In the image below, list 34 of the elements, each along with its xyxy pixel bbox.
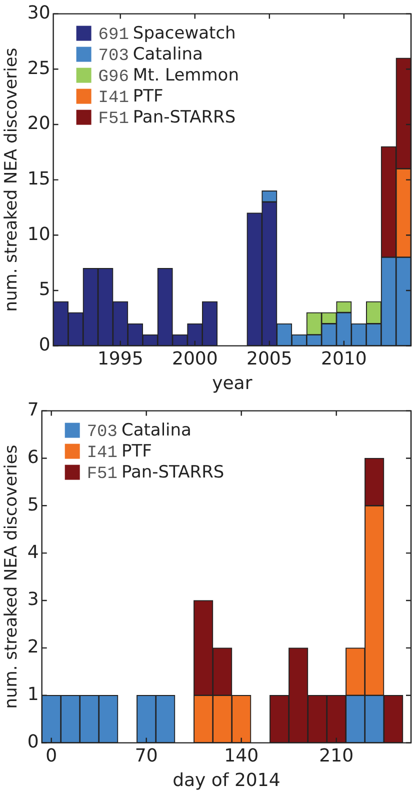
x-axis-title: day of 2014 (172, 770, 280, 791)
y-tick-label: 1 (27, 684, 39, 706)
x-tick-label: 1995 (97, 348, 144, 370)
x-tick-label: 210 (319, 745, 354, 766)
x-tick-label: 2000 (172, 348, 218, 370)
y-tick-label: 5 (38, 279, 50, 300)
legend-label: I41 PTF (86, 442, 152, 463)
y-tick-label: 5 (27, 494, 39, 516)
y-tick-label: 0 (27, 731, 39, 752)
legend-label: 703 Catalina (98, 44, 203, 66)
legend-label: 691 Spacewatch (98, 24, 236, 45)
x-tick-label: 70 (134, 745, 158, 766)
legend-label: F51 Pan-STARRS (86, 462, 224, 484)
legend-label: I41 PTF (98, 86, 164, 108)
y-tick-label: 10 (27, 224, 50, 245)
legend-label: G96 Mt. Lemmon (98, 66, 239, 87)
y-tick-label: 0 (38, 334, 50, 356)
legend-label: F51 Pan-STARRS (98, 108, 236, 129)
y-tick-label: 15 (27, 168, 50, 190)
y-tick-label: 30 (27, 2, 50, 24)
y-tick-label: 4 (27, 542, 39, 563)
y-tick-label: 6 (27, 446, 39, 468)
x-tick-label: 2010 (321, 348, 367, 370)
x-axis-title: year (212, 372, 253, 394)
x-tick-label: 2005 (246, 348, 292, 370)
y-tick-label: 3 (27, 589, 39, 610)
legend-label: 703 Catalina (86, 420, 192, 442)
y-tick-label: 25 (27, 58, 50, 79)
y-tick-label: 2 (27, 636, 39, 658)
y-tick-label: 20 (27, 113, 50, 134)
y-tick-label: 7 (27, 399, 39, 420)
y-axis-title: num. streaked NEA discoveries (2, 48, 22, 312)
x-tick-label: 140 (224, 745, 259, 766)
y-axis-title: num. streaked NEA discoveries (2, 444, 22, 709)
